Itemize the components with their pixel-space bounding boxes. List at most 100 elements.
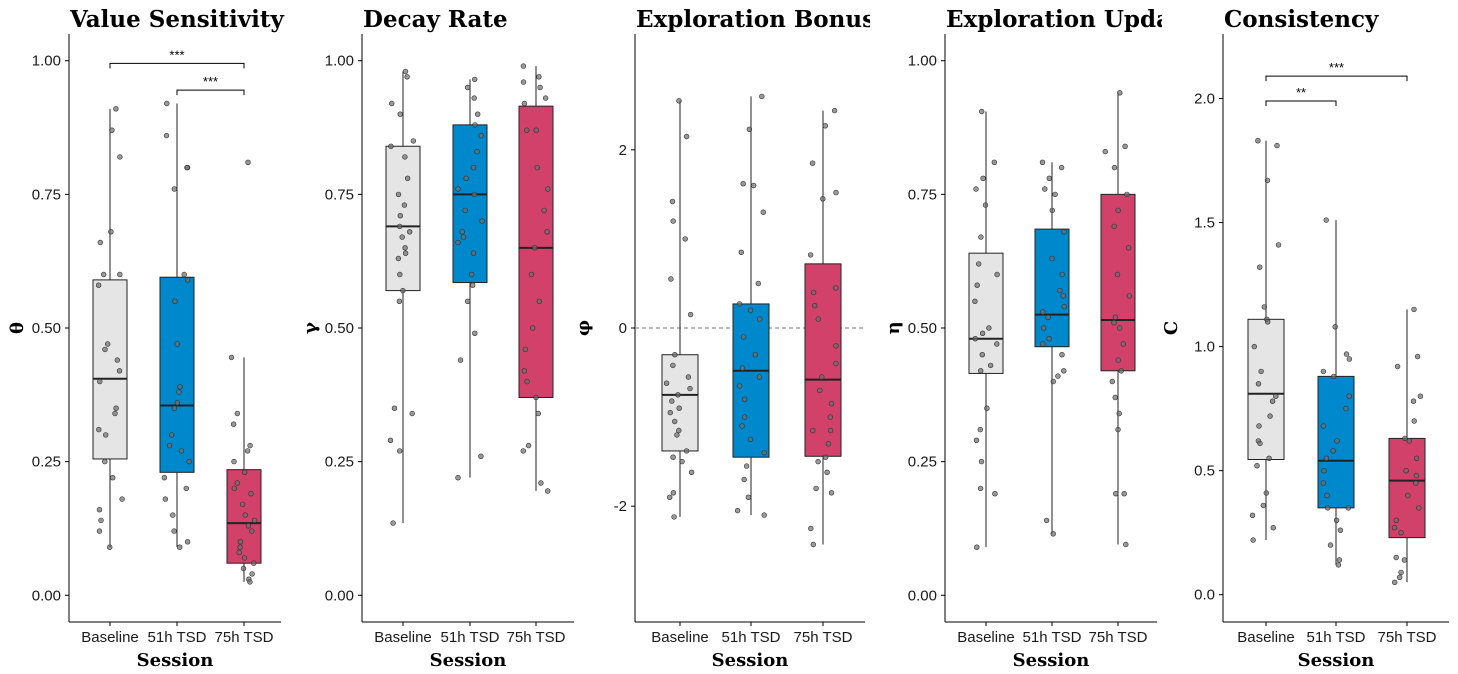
data-point	[1258, 368, 1264, 375]
data-point	[236, 549, 242, 556]
data-point	[240, 565, 247, 572]
data-point	[249, 571, 255, 577]
x-tick-label: 51h TSD	[148, 629, 207, 646]
data-point	[1261, 304, 1268, 310]
x-tick-label: 51h TSD	[722, 629, 781, 646]
y-tick-label: 0.75	[325, 186, 354, 203]
data-point	[977, 485, 984, 492]
y-tick-label: 1.00	[32, 53, 61, 70]
box-baseline	[385, 145, 421, 292]
data-point	[1323, 217, 1329, 223]
data-point	[177, 384, 183, 390]
data-point	[455, 239, 461, 246]
data-point	[184, 164, 190, 171]
data-point	[231, 458, 237, 465]
data-point	[239, 501, 246, 508]
data-point	[1111, 164, 1118, 171]
data-point	[96, 426, 102, 433]
data-point	[1061, 368, 1067, 374]
data-point	[524, 378, 530, 385]
data-point	[676, 98, 682, 104]
y-axis-label: φ	[573, 320, 594, 336]
data-point	[391, 405, 398, 411]
data-point	[1061, 303, 1068, 310]
data-point	[400, 287, 406, 294]
x-axis-label: Session	[712, 650, 789, 671]
data-point	[1394, 363, 1401, 370]
data-point	[100, 271, 107, 278]
data-point	[396, 298, 403, 304]
data-point	[1059, 352, 1065, 358]
data-point	[404, 74, 410, 80]
y-axis-label: γ	[300, 322, 321, 334]
data-point	[545, 186, 551, 192]
data-point	[1411, 306, 1417, 313]
data-point	[237, 544, 243, 550]
data-point	[1263, 490, 1270, 496]
data-point	[1050, 378, 1057, 385]
data-point	[670, 454, 676, 460]
data-point	[234, 410, 241, 417]
data-point	[534, 164, 540, 171]
data-point	[102, 458, 108, 465]
data-point	[833, 360, 839, 367]
y-tick-label: 0.25	[325, 454, 354, 471]
data-point	[674, 432, 680, 438]
data-point	[247, 579, 253, 585]
data-point	[977, 368, 984, 374]
x-tick-label: 51h TSD	[1307, 629, 1366, 646]
data-point	[994, 271, 1000, 278]
data-point	[1334, 438, 1340, 444]
data-point	[470, 250, 477, 256]
panel-title: Exploration Update	[946, 6, 1196, 33]
data-point	[671, 514, 677, 520]
data-point	[676, 405, 682, 411]
data-point	[390, 520, 396, 526]
data-point	[520, 63, 527, 69]
data-point	[815, 458, 821, 465]
y-tick-label: -2	[614, 498, 627, 515]
data-point	[537, 84, 543, 91]
data-point	[738, 249, 744, 256]
data-point	[234, 480, 241, 486]
data-point	[825, 441, 832, 447]
data-point	[536, 74, 542, 80]
data-point	[1410, 398, 1417, 404]
data-point	[471, 95, 477, 101]
data-point	[1060, 293, 1066, 299]
data-point	[472, 122, 478, 128]
x-axis-label: Session	[1013, 650, 1090, 671]
data-point	[389, 100, 395, 107]
y-tick-label: 2	[619, 142, 627, 159]
data-point	[1251, 343, 1258, 350]
data-point	[1333, 517, 1340, 523]
data-point	[475, 111, 481, 117]
data-point	[1050, 531, 1056, 537]
significance-bracket	[176, 89, 245, 96]
data-point	[1416, 505, 1422, 511]
data-point	[1346, 393, 1352, 399]
data-point	[1046, 336, 1052, 342]
data-point	[1045, 314, 1051, 320]
data-point	[166, 442, 173, 449]
data-point	[174, 400, 181, 406]
panel-title: Exploration Bonus	[636, 6, 875, 33]
data-point	[1058, 164, 1065, 171]
data-point	[228, 354, 235, 361]
data-point	[683, 448, 690, 454]
data-point	[164, 100, 170, 107]
data-point	[1117, 90, 1123, 96]
data-point	[759, 93, 765, 100]
data-point	[1114, 271, 1121, 278]
x-axis-label: Session	[430, 650, 507, 671]
data-point	[683, 133, 690, 140]
data-point	[745, 494, 752, 500]
data-point	[1256, 423, 1262, 429]
box-75h-tsd	[518, 105, 554, 398]
data-point	[479, 218, 485, 224]
data-point	[1250, 537, 1256, 543]
data-point	[538, 480, 544, 486]
data-point	[1324, 505, 1331, 511]
data-point	[468, 271, 475, 278]
